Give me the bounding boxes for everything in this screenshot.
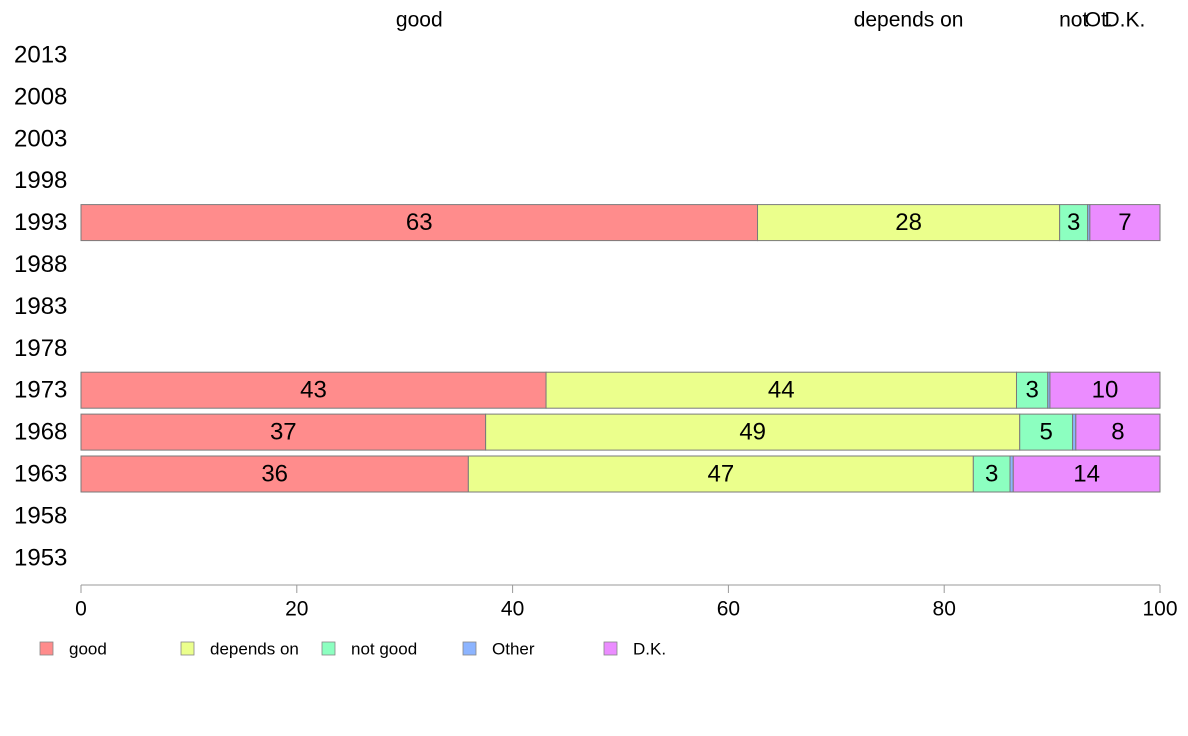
bar-value-label: 63 (406, 209, 433, 236)
y-tick-label: 2013 (14, 42, 67, 69)
y-axis-labels: 2013 2008 2003 1998 1993 1988 1983 1978 1973 1968… (14, 42, 67, 572)
legend-swatch (321, 641, 336, 656)
y-tick-label: 1963 (14, 461, 67, 488)
x-tick-label: 60 (717, 598, 740, 621)
bar-segment (1075, 413, 1161, 451)
bar-value-label: 3 (985, 461, 998, 488)
y-tick-label: 2008 (14, 83, 67, 110)
y-tick-label: 1978 (14, 335, 67, 362)
top-category-label: D.K. (1105, 9, 1146, 32)
bar-segment (80, 455, 469, 493)
y-tick-label: 1993 (14, 209, 67, 236)
y-tick-label: 1983 (14, 293, 67, 320)
bar-segment (485, 413, 1021, 451)
bar-value-label: 3 (1067, 209, 1080, 236)
y-tick-label: 2003 (14, 125, 67, 152)
bar-value-label: 49 (739, 419, 766, 446)
y-tick-label: 1968 (14, 419, 67, 446)
legend-item: D.K. (603, 640, 666, 659)
legend-item: not good (321, 640, 417, 659)
top-category-label: good (396, 9, 443, 32)
legend-swatch (603, 641, 618, 656)
bar-segment (545, 371, 1017, 409)
legend-label: not good (351, 640, 417, 659)
legend-swatch (462, 641, 477, 656)
y-tick-label: 1998 (14, 167, 67, 194)
bar-segment (1089, 204, 1161, 242)
top-category-label: Ot. (1085, 9, 1113, 32)
legend-item: depends on (180, 640, 299, 659)
y-tick-label: 1953 (14, 544, 67, 571)
bar-value-label: 10 (1092, 377, 1119, 404)
bar-value-label: 28 (895, 209, 922, 236)
bar-segment (1012, 455, 1161, 493)
x-axis: 0 20 40 60 80 100 (75, 584, 1178, 621)
legend-swatch (39, 641, 54, 656)
bar-segment (1059, 204, 1089, 242)
bar-value-label: 37 (270, 419, 297, 446)
bar-value-label: 43 (300, 377, 327, 404)
x-tick-label: 80 (933, 598, 956, 621)
bar-segment (80, 371, 547, 409)
legend: good depends on not good Other D.K. (39, 640, 666, 659)
legend-label: D.K. (633, 640, 666, 659)
legend-label: Other (492, 640, 535, 659)
bar-value-label: 7 (1118, 209, 1131, 236)
bar-value-label: 44 (768, 377, 795, 404)
bar-segment (1019, 413, 1074, 451)
bar-segment (80, 204, 759, 242)
bar-value-label: 14 (1073, 461, 1100, 488)
bar-segment (1049, 371, 1161, 409)
y-tick-label: 1973 (14, 377, 67, 404)
x-tick-label: 40 (501, 598, 524, 621)
bar-value-label: 5 (1039, 419, 1052, 446)
legend-item: Other (462, 640, 535, 659)
x-tick-label: 0 (75, 598, 87, 621)
legend-label: depends on (210, 640, 299, 659)
top-category-label: not (1059, 9, 1088, 32)
top-category-label: depends on (854, 9, 964, 32)
bar-value-label: 3 (1025, 377, 1038, 404)
bar-value-label: 47 (707, 461, 734, 488)
x-tick-label: 20 (285, 598, 308, 621)
bar-value-label: 8 (1111, 419, 1124, 446)
bar-segment (1015, 371, 1049, 409)
y-tick-label: 1988 (14, 251, 67, 278)
y-tick-label: 1958 (14, 502, 67, 529)
x-tick-label: 100 (1142, 598, 1177, 621)
legend-label: good (69, 640, 107, 659)
legend-item: good (39, 640, 107, 659)
legend-swatch (180, 641, 195, 656)
bar-value-label: 36 (261, 461, 288, 488)
